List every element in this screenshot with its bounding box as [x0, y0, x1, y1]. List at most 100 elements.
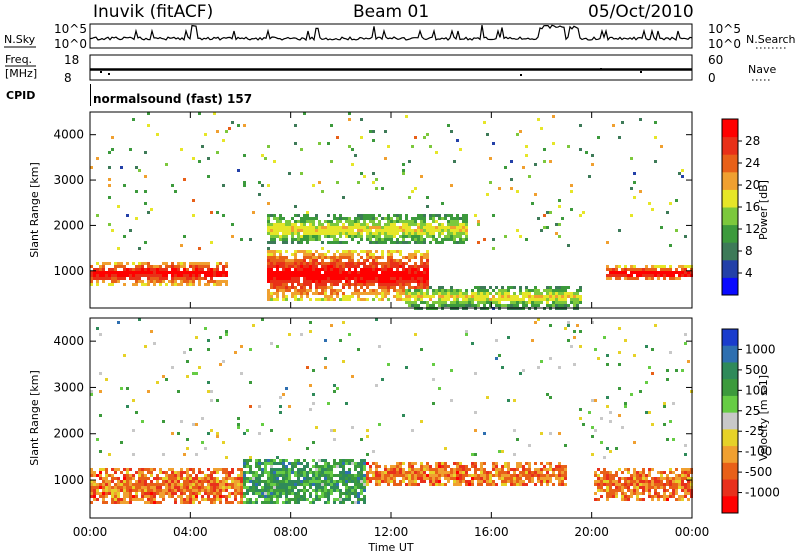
heatmap-cell [426, 223, 429, 226]
heatmap-cell [621, 121, 624, 124]
heatmap-cell [180, 274, 183, 277]
heatmap-cell [432, 232, 435, 235]
heatmap-cell [339, 241, 342, 244]
heatmap-cell [315, 483, 318, 486]
heatmap-cell [126, 471, 129, 474]
heatmap-cell [393, 471, 396, 474]
heatmap-cell [336, 238, 339, 241]
heatmap-cell [453, 298, 456, 301]
heatmap-cell [261, 154, 264, 157]
heatmap-cell [663, 405, 666, 408]
heatmap-cell [600, 495, 603, 498]
heatmap-cell [669, 265, 672, 268]
heatmap-cell [339, 214, 342, 217]
heatmap-cell [210, 399, 213, 402]
heatmap-cell [273, 495, 276, 498]
heatmap-cell [219, 492, 222, 495]
heatmap-cell [378, 232, 381, 235]
heatmap-cell [339, 339, 342, 342]
heatmap-cell [474, 465, 477, 468]
heatmap-cell [441, 226, 444, 229]
heatmap-cell [666, 369, 669, 372]
heatmap-cell [345, 226, 348, 229]
heatmap-cell [315, 495, 318, 498]
heatmap-cell [315, 292, 318, 295]
heatmap-cell [351, 256, 354, 259]
heatmap-cell [429, 471, 432, 474]
heatmap-cell [207, 480, 210, 483]
heatmap-cell [498, 301, 501, 304]
heatmap-cell [420, 468, 423, 471]
heatmap-cell [369, 268, 372, 271]
heatmap-cell [396, 238, 399, 241]
heatmap-cell [576, 301, 579, 304]
heatmap-cell [165, 486, 168, 489]
heatmap-cell [348, 112, 351, 115]
heatmap-cell [285, 277, 288, 280]
heatmap-cell [366, 217, 369, 220]
heatmap-cell [360, 465, 363, 468]
heatmap-cell [372, 139, 375, 142]
heatmap-cell [495, 462, 498, 465]
heatmap-cell [531, 304, 534, 307]
heatmap-cell [531, 480, 534, 483]
heatmap-cell [117, 489, 120, 492]
heatmap-cell [477, 223, 480, 226]
heatmap-cell [384, 226, 387, 229]
heatmap-cell [618, 489, 621, 492]
heatmap-cell [348, 259, 351, 262]
heatmap-cell [660, 474, 663, 477]
heatmap-cell [318, 495, 321, 498]
heatmap-cell [549, 474, 552, 477]
heatmap-cell [138, 271, 141, 274]
heatmap-cell [375, 318, 378, 321]
heatmap-cell [447, 235, 450, 238]
heatmap-cell [249, 486, 252, 489]
heatmap-cell [366, 274, 369, 277]
heatmap-cell [273, 232, 276, 235]
heatmap-cell [276, 295, 279, 298]
heatmap-cell [273, 459, 276, 462]
heatmap-cell [243, 471, 246, 474]
heatmap-cell [150, 483, 153, 486]
heatmap-cell [249, 501, 252, 504]
heatmap-cell [549, 396, 552, 399]
heatmap-cell [417, 223, 420, 226]
heatmap-cell [429, 483, 432, 486]
heatmap-cell [246, 501, 249, 504]
heatmap-cell [612, 477, 615, 480]
heatmap-cell [555, 223, 558, 226]
heatmap-cell [351, 229, 354, 232]
heatmap-cell [429, 295, 432, 298]
heatmap-cell [384, 283, 387, 286]
heatmap-cell [576, 292, 579, 295]
heatmap-cell [618, 480, 621, 483]
heatmap-cell [456, 477, 459, 480]
heatmap-cell [447, 232, 450, 235]
heatmap-cell [561, 292, 564, 295]
heatmap-cell [636, 471, 639, 474]
heatmap-cell [534, 301, 537, 304]
heatmap-cell [339, 262, 342, 265]
heatmap-cell [678, 271, 681, 274]
heatmap-cell [429, 223, 432, 226]
heatmap-cell [375, 250, 378, 253]
heatmap-cell [396, 292, 399, 295]
heatmap-cell [576, 298, 579, 301]
heatmap-cell [423, 214, 426, 217]
heatmap-cell [330, 295, 333, 298]
heatmap-cell [333, 280, 336, 283]
heatmap-cell [384, 295, 387, 298]
y-tick-label: 1000 [53, 473, 84, 487]
heatmap-cell [423, 136, 426, 139]
heatmap-cell [687, 483, 690, 486]
heatmap-cell [540, 360, 543, 363]
heatmap-cell [456, 226, 459, 229]
heatmap-cell [300, 498, 303, 501]
heatmap-cell [378, 483, 381, 486]
heatmap-cell [390, 480, 393, 483]
heatmap-cell [456, 214, 459, 217]
heatmap-cell [342, 501, 345, 504]
heatmap-cell [669, 480, 672, 483]
heatmap-cell [324, 280, 327, 283]
